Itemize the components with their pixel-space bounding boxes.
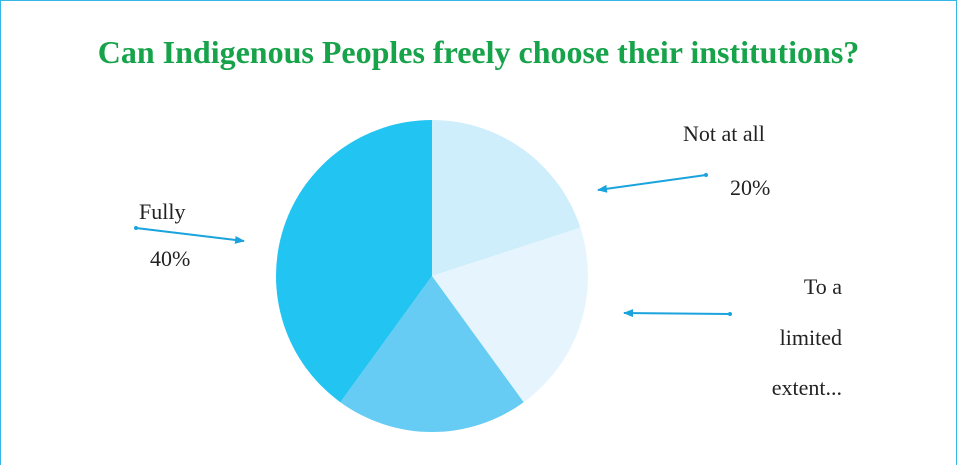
pie-slice-1: [432, 120, 581, 276]
label-limited-line1: To a: [803, 274, 842, 299]
pie-slice-3: [340, 276, 524, 433]
label-not-at-all-pct: 20%: [730, 175, 771, 200]
arrow-fully: [135, 227, 245, 244]
pie-slice-4: [276, 120, 432, 403]
arrow-limited: [623, 309, 731, 318]
label-not-at-all: Not at all: [683, 121, 765, 146]
label-fully: Fully: [139, 199, 186, 224]
label-limited-line3: extent...: [771, 375, 842, 400]
pie-slice-2: [432, 227, 588, 403]
label-limited-line2: limited: [779, 325, 842, 350]
label-fully-pct: 40%: [150, 246, 191, 271]
arrow-fully-tail: [134, 226, 138, 230]
arrow-not-at-all: [597, 174, 707, 193]
arrow-limited-tail: [728, 312, 732, 316]
chart-title: Can Indigenous Peoples freely choose the…: [97, 34, 860, 70]
arrow-not-at-all-tail: [704, 173, 708, 177]
